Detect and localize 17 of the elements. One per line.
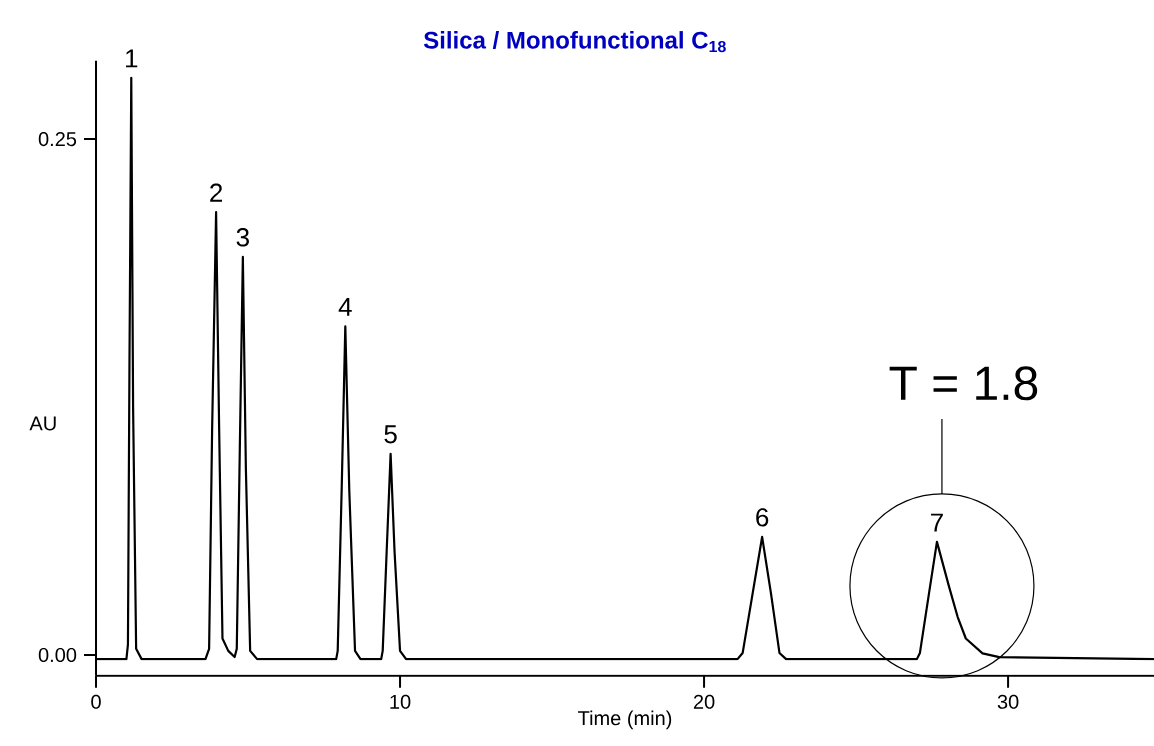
x-tick-label: 0 bbox=[91, 694, 101, 709]
chart-title: Silica / Monofunctional C$_{18}$ bbox=[423, 31, 726, 53]
x-tick-label: 10 bbox=[390, 694, 411, 709]
y-axis-title: AU bbox=[29, 416, 56, 431]
x-tick-label: 20 bbox=[693, 694, 715, 709]
x-tick-label: 30 bbox=[997, 694, 1019, 709]
y-tick-label: 0.00 bbox=[38, 647, 77, 663]
annotation: 3 bbox=[236, 228, 249, 247]
annotation: 6 bbox=[756, 508, 769, 527]
annotation: 2 bbox=[210, 183, 223, 202]
annotation: 5 bbox=[384, 425, 397, 444]
annotation: 7 bbox=[931, 513, 943, 532]
annotation: 4 bbox=[338, 297, 352, 316]
x-axis-title: Time (min) bbox=[578, 710, 672, 730]
y-tick-label: 0.25 bbox=[38, 131, 77, 147]
annotation: T = 1.8 bbox=[889, 366, 1038, 401]
annotation: 1 bbox=[126, 49, 138, 68]
